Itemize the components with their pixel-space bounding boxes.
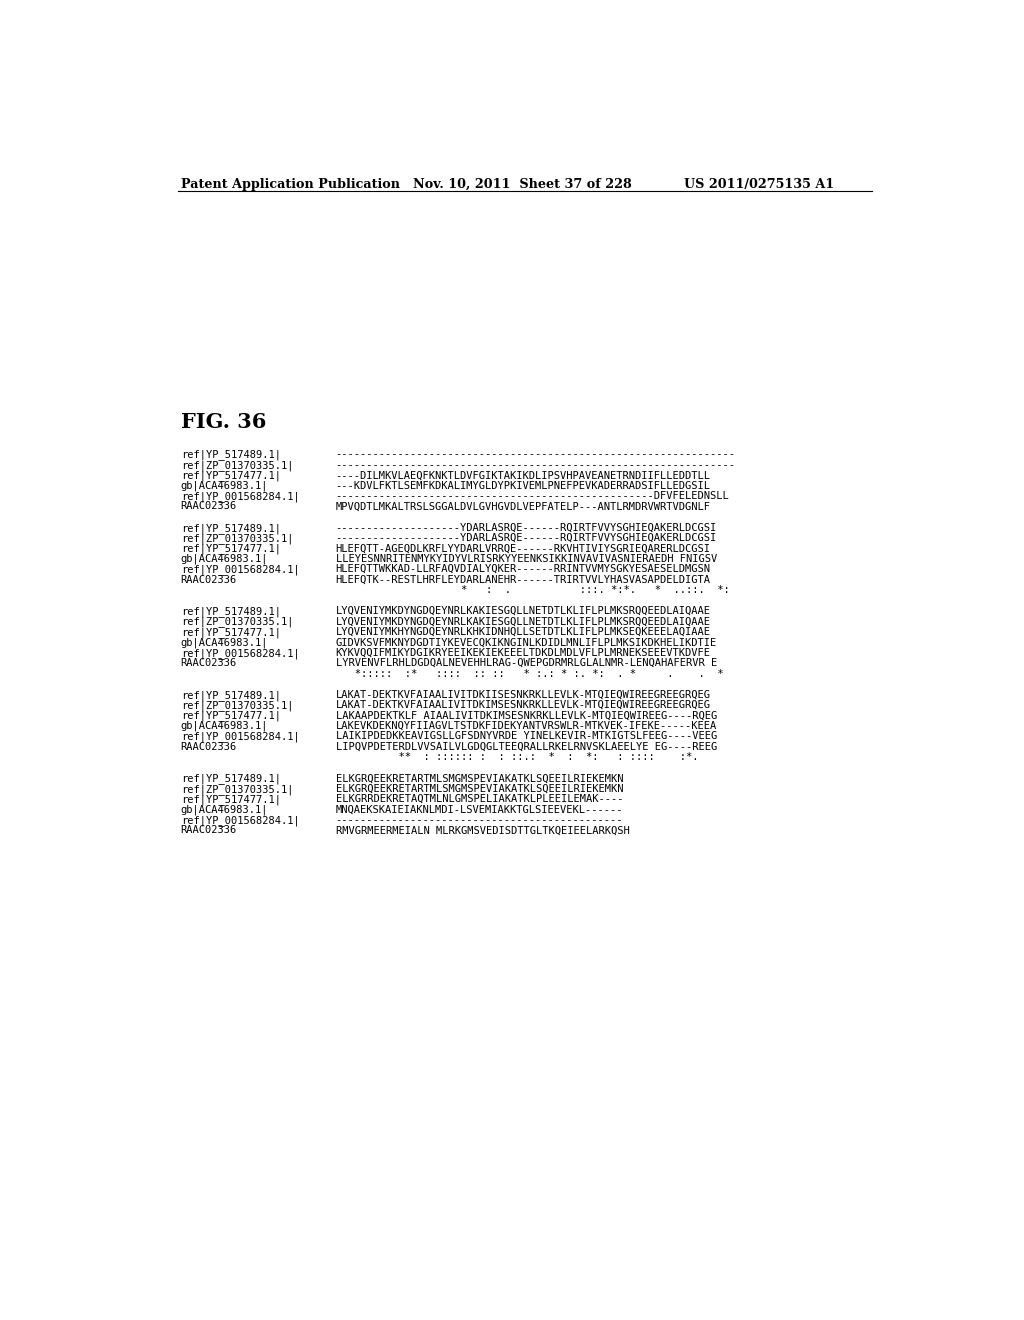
Text: LLEYESNNRITENMYKYIDYVLRISRKYYEENKSIKKINVAVIVASNIERAEDH FNIGSV: LLEYESNNRITENMYKYIDYVLRISRKYYEENKSIKKINV…	[336, 554, 717, 564]
Text: gb|ACA46983.1|: gb|ACA46983.1|	[180, 638, 268, 648]
Text: ----------------------------------------------------------------: ----------------------------------------…	[336, 449, 735, 459]
Text: HLEFQTK--RESTLHRFLEYDARLANEHR------TRIRTVVLYHASVASAPDELDIGTA: HLEFQTK--RESTLHRFLEYDARLANEHR------TRIRT…	[336, 574, 711, 585]
Text: LYQVENIYMKDYNGDQEYNRLKAKIESGQLLNETDTLKLIFLPLMKSRQQEEDLAIQAAE: LYQVENIYMKDYNGDQEYNRLKAKIESGQLLNETDTLKLI…	[336, 606, 711, 616]
Text: RMVGRMEERMEIALN MLRKGMSVEDISDTTGLTKQEIEELARKQSH: RMVGRMEERMEIALN MLRKGMSVEDISDTTGLTKQEIEE…	[336, 825, 630, 836]
Text: ---------------------------------------------------DFVFELEDNSLL: ----------------------------------------…	[336, 491, 729, 502]
Text: ref|YP_001568284.1|: ref|YP_001568284.1|	[180, 648, 299, 659]
Text: ref|YP_517489.1|: ref|YP_517489.1|	[180, 689, 281, 701]
Text: ref|YP_001568284.1|: ref|YP_001568284.1|	[180, 564, 299, 576]
Text: KYKVQQIFMIKYDGIKRYEEIKEKIEKEEELTDKDLMDLVFLPLMRNEKSEEEVTKDVFE: KYKVQQIFMIKYDGIKRYEEIKEKIEKEEELTDKDLMDLV…	[336, 648, 711, 657]
Text: *   :  .           :::. *:*.   *  ..::.  *:: * : . :::. *:*. * ..::. *:	[336, 585, 729, 595]
Text: MPVQDTLMKALTRSLSGGALDVLGVHGVDLVEPFATELP---ANTLRMDRVWRTVDGNLF: MPVQDTLMKALTRSLSGGALDVLGVHGVDLVEPFATELP-…	[336, 502, 711, 511]
Text: gb|ACA46983.1|: gb|ACA46983.1|	[180, 721, 268, 731]
Text: GIDVKSVFMKNYDGDTIYKEVECQKIKNGINLKDIDLMNLIFLPLMKSIKDKHELIKDTIE: GIDVKSVFMKNYDGDTIYKEVECQKIKNGINLKDIDLMNL…	[336, 638, 717, 647]
Text: LYRVENVFLRHLDGDQALNEVEHHLRAG-QWEPGDRMRLGLALNMR-LENQAHAFERVR E: LYRVENVFLRHLDGDQALNEVEHHLRAG-QWEPGDRMRLG…	[336, 659, 717, 668]
Text: MNQAEKSKAIEIAKNLMDI-LSVEMIAKKTGLSIEEVEKL------: MNQAEKSKAIEIAKNLMDI-LSVEMIAKKTGLSIEEVEKL…	[336, 804, 624, 814]
Text: --------------------YDARLASRQE------RQIRTFVVYSGHIEQAKERLDCGSI: --------------------YDARLASRQE------RQIR…	[336, 523, 717, 532]
Text: LAIKIPDEDKKEAVIGSLLGFSDNYVRDE YINELKEVIR-MTKIGTSLFEEG----VEEG: LAIKIPDEDKKEAVIGSLLGFSDNYVRDE YINELKEVIR…	[336, 731, 717, 742]
Text: RAAC02336: RAAC02336	[180, 659, 237, 668]
Text: LAKEVKDEKNQYFIIAGVLTSTDKFIDEKYANTVRSWLR-MTKVEK-IFEKE-----KEEA: LAKEVKDEKNQYFIIAGVLTSTDKFIDEKYANTVRSWLR-…	[336, 721, 717, 731]
Text: ----DILMKVLAEQFKNKTLDVFGIKTAKIKDLIPSVHPAVEANETRNDIIFLLEDDTLL: ----DILMKVLAEQFKNKTLDVFGIKTAKIKDLIPSVHPA…	[336, 470, 711, 480]
Text: RAAC02336: RAAC02336	[180, 742, 237, 751]
Text: ref|ZP_01370335.1|: ref|ZP_01370335.1|	[180, 700, 293, 711]
Text: US 2011/0275135 A1: US 2011/0275135 A1	[684, 178, 835, 190]
Text: LAKAT-DEKTKVFAIAALIVITDKIISESNKRKLLEVLK-MTQIEQWIREEGREEGRQEG: LAKAT-DEKTKVFAIAALIVITDKIISESNKRKLLEVLK-…	[336, 689, 711, 700]
Text: ref|YP_517489.1|: ref|YP_517489.1|	[180, 449, 281, 461]
Text: FIG. 36: FIG. 36	[180, 412, 266, 433]
Text: HLEFQTTWKKAD-LLRFAQVDIALYQKER------RRINTVVMYSGKYESAESELDMGSN: HLEFQTTWKKAD-LLRFAQVDIALYQKER------RRINT…	[336, 564, 711, 574]
Text: ELKGRRDEKRETAQTMLNLGMSPELIAKATKLPLEEILEMAK----: ELKGRRDEKRETAQTMLNLGMSPELIAKATKLPLEEILEM…	[336, 795, 624, 804]
Text: ref|YP_517477.1|: ref|YP_517477.1|	[180, 710, 281, 722]
Text: ref|YP_517489.1|: ref|YP_517489.1|	[180, 606, 281, 616]
Text: RAAC02336: RAAC02336	[180, 825, 237, 836]
Text: **  : :::::: :  : ::.:  *  :  *:   : ::::    :*.: ** : :::::: : : ::.: * : *: : :::: :*.	[336, 752, 698, 762]
Text: ----------------------------------------------------------------: ----------------------------------------…	[336, 459, 735, 470]
Text: ---KDVLFKTLSEMFKDKALIMYGLDYPKIVEMLPNEFPEVKADERRADSIFLLEDGSIL: ---KDVLFKTLSEMFKDKALIMYGLDYPKIVEMLPNEFPE…	[336, 480, 711, 491]
Text: LAKAAPDEKTKLF AIAALIVITDKIMSESNKRKLLEVLK-MTQIEQWIREEG----RQEG: LAKAAPDEKTKLF AIAALIVITDKIMSESNKRKLLEVLK…	[336, 710, 717, 721]
Text: gb|ACA46983.1|: gb|ACA46983.1|	[180, 804, 268, 814]
Text: LYQVENIYMKDYNGDQEYNRLKAKIESGQLLNETDTLKLIFLPLMKSRQQEEDLAIQAAE: LYQVENIYMKDYNGDQEYNRLKAKIESGQLLNETDTLKLI…	[336, 616, 711, 627]
Text: HLEFQTT-AGEQDLKRFLYYDARLVRRQE------RKVHTIVIYSGRIEQARERLDCGSI: HLEFQTT-AGEQDLKRFLYYDARLVRRQE------RKVHT…	[336, 544, 711, 553]
Text: ref|YP_517489.1|: ref|YP_517489.1|	[180, 523, 281, 533]
Text: RAAC02336: RAAC02336	[180, 502, 237, 511]
Text: ref|YP_517477.1|: ref|YP_517477.1|	[180, 627, 281, 638]
Text: ref|YP_517477.1|: ref|YP_517477.1|	[180, 544, 281, 554]
Text: ref|ZP_01370335.1|: ref|ZP_01370335.1|	[180, 616, 293, 627]
Text: ----------------------------------------------: ----------------------------------------…	[336, 814, 624, 825]
Text: ELKGRQEEKRETARTMLSMGMSPEVIAKATKLSQEEILRIEKEMKN: ELKGRQEEKRETARTMLSMGMSPEVIAKATKLSQEEILRI…	[336, 774, 624, 783]
Text: --------------------YDARLASRQE------RQIRTFVVYSGHIEQAKERLDCGSI: --------------------YDARLASRQE------RQIR…	[336, 533, 717, 543]
Text: gb|ACA46983.1|: gb|ACA46983.1|	[180, 554, 268, 564]
Text: Nov. 10, 2011  Sheet 37 of 228: Nov. 10, 2011 Sheet 37 of 228	[414, 178, 632, 190]
Text: LAKAT-DEKTKVFAIAALIVITDKIMSESNKRKLLEVLK-MTQIEQWIREEGREEGRQEG: LAKAT-DEKTKVFAIAALIVITDKIMSESNKRKLLEVLK-…	[336, 700, 711, 710]
Text: ELKGRQEEKRETARTMLSMGMSPEVIAKATKLSQEEILRIEKEMKN: ELKGRQEEKRETARTMLSMGMSPEVIAKATKLSQEEILRI…	[336, 784, 624, 793]
Text: ref|ZP_01370335.1|: ref|ZP_01370335.1|	[180, 459, 293, 471]
Text: ref|YP_001568284.1|: ref|YP_001568284.1|	[180, 731, 299, 742]
Text: ref|YP_517477.1|: ref|YP_517477.1|	[180, 795, 281, 805]
Text: ref|ZP_01370335.1|: ref|ZP_01370335.1|	[180, 533, 293, 544]
Text: ref|YP_517477.1|: ref|YP_517477.1|	[180, 470, 281, 482]
Text: ref|YP_517489.1|: ref|YP_517489.1|	[180, 774, 281, 784]
Text: ref|YP_001568284.1|: ref|YP_001568284.1|	[180, 491, 299, 502]
Text: gb|ACA46983.1|: gb|ACA46983.1|	[180, 480, 268, 491]
Text: ref|ZP_01370335.1|: ref|ZP_01370335.1|	[180, 784, 293, 795]
Text: ref|YP_001568284.1|: ref|YP_001568284.1|	[180, 814, 299, 826]
Text: LIPQVPDETERDLVVSAILVLGDQGLTEEQRALLRKELRNVSKLAEELYE EG----REEG: LIPQVPDETERDLVVSAILVLGDQGLTEEQRALLRKELRN…	[336, 742, 717, 751]
Text: RAAC02336: RAAC02336	[180, 574, 237, 585]
Text: *:::::  :*   ::::  :: ::   * :.: * :. *:  . *     .    .  *: *::::: :* :::: :: :: * :.: * :. *: . * .…	[336, 668, 723, 678]
Text: Patent Application Publication: Patent Application Publication	[180, 178, 399, 190]
Text: LYQVENIYMKHYNGDQEYNRLKHKIDNHQLLSETDTLKLIFLPLMKSEQKEEELAQIAAE: LYQVENIYMKHYNGDQEYNRLKHKIDNHQLLSETDTLKLI…	[336, 627, 711, 638]
